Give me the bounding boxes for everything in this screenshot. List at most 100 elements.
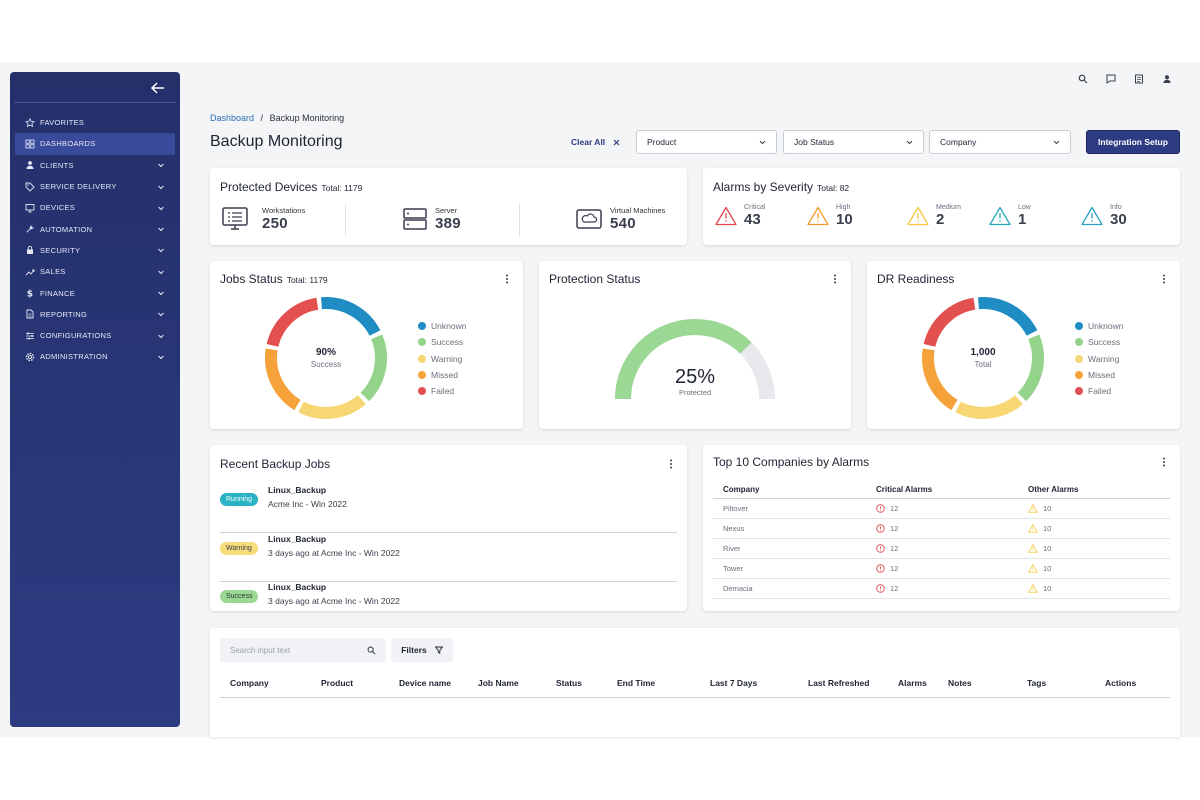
- clear-all-button[interactable]: Clear All: [571, 137, 620, 147]
- column-header-product[interactable]: Product: [321, 678, 354, 688]
- jobs-status-segment-warning[interactable]: [298, 394, 366, 419]
- device-value: 389: [435, 215, 461, 232]
- sidebar-item-automation[interactable]: AUTOMATION: [15, 218, 175, 239]
- clear-all-label: Clear All: [571, 137, 606, 147]
- critical-cell: 12: [866, 564, 1018, 573]
- column-header-tags[interactable]: Tags: [1027, 678, 1047, 688]
- dr-readiness-segment-missed[interactable]: [922, 348, 958, 411]
- dr-readiness-segment-success[interactable]: [1017, 334, 1044, 402]
- server-icon: [403, 208, 427, 230]
- column-header-job-name[interactable]: Job Name: [478, 678, 519, 688]
- jobs-status-segment-success[interactable]: [360, 334, 387, 402]
- sidebar-item-security[interactable]: SECURITY: [15, 240, 175, 261]
- sidebar-item-sales[interactable]: SALES: [15, 261, 175, 282]
- sidebar-item-service-delivery[interactable]: SERVICE DELIVERY: [15, 176, 175, 197]
- document-icon: [26, 309, 34, 319]
- column-header-status[interactable]: Status: [556, 678, 582, 688]
- legend-item[interactable]: Warning: [1075, 351, 1123, 367]
- integration-setup-button[interactable]: Integration Setup: [1086, 130, 1180, 154]
- column-header-actions[interactable]: Actions: [1105, 678, 1137, 688]
- top10-table: Company Critical Alarms Other Alarms Pil…: [713, 481, 1170, 599]
- divider: [345, 204, 346, 236]
- critical-cell: 12: [866, 504, 1018, 513]
- sidebar-item-administration[interactable]: ADMINISTRATION: [15, 346, 175, 367]
- legend-item[interactable]: Failed: [418, 383, 466, 399]
- legend-item[interactable]: Missed: [418, 367, 466, 383]
- legend-label: Warning: [1088, 353, 1120, 364]
- alarms-by-severity-card: Alarms by Severity Total: 82 Critical 43 Hi…: [703, 168, 1180, 245]
- column-header-alarms[interactable]: Alarms: [898, 678, 927, 688]
- sidebar-item-configurations[interactable]: CONFIGURATIONS: [15, 325, 175, 346]
- column-header-company[interactable]: Company: [230, 678, 269, 688]
- back-arrow-icon[interactable]: [150, 80, 166, 96]
- legend-label: Missed: [1088, 370, 1115, 381]
- legend-item[interactable]: Unknown: [1075, 318, 1123, 334]
- dr-readiness-segment-warning[interactable]: [955, 394, 1023, 419]
- column-header-device-name[interactable]: Device name: [399, 678, 451, 688]
- top10-rows: Piltover 12 10 Nexus 12 10 River 12 10 Tower 12 10 D…: [713, 499, 1170, 599]
- user-icon[interactable]: [1162, 74, 1172, 84]
- dr-readiness-segment-unknown[interactable]: [977, 297, 1038, 336]
- more-options-icon[interactable]: [1161, 457, 1167, 467]
- dr-readiness-card: DR Readiness 1,000 Total Unknown Success W…: [867, 261, 1180, 429]
- alert-circle-icon: [876, 524, 885, 533]
- column-header-notes[interactable]: Notes: [948, 678, 972, 688]
- sidebar-item-label: SALES: [40, 267, 66, 277]
- jobs-status-segment-failed[interactable]: [266, 297, 319, 347]
- table-row[interactable]: Demacia 12 10: [713, 579, 1170, 599]
- protected-devices-card: Protected Devices Total: 1179 Workstation…: [210, 168, 687, 245]
- jobs-status-segment-unknown[interactable]: [320, 297, 381, 336]
- more-options-icon[interactable]: [504, 274, 510, 284]
- more-options-icon[interactable]: [832, 274, 838, 284]
- search-input[interactable]: Search input text: [220, 638, 386, 662]
- jobs-status-total: Total: 1179: [286, 275, 328, 285]
- table-row[interactable]: Nexus 12 10: [713, 519, 1170, 539]
- column-header-last-refreshed[interactable]: Last Refreshed: [808, 678, 870, 688]
- chevron-down-icon: [1053, 140, 1060, 144]
- table-row[interactable]: Tower 12 10: [713, 559, 1170, 579]
- jobs-status-segment-missed[interactable]: [265, 348, 301, 411]
- alarm-high: High 10: [807, 204, 853, 228]
- search-icon[interactable]: [1078, 74, 1088, 84]
- product-dropdown[interactable]: Product: [636, 130, 777, 154]
- legend-item[interactable]: Success: [418, 334, 466, 350]
- sidebar-item-devices[interactable]: DEVICES: [15, 197, 175, 218]
- notes-icon[interactable]: [1134, 74, 1144, 84]
- sidebar-item-clients[interactable]: CLIENTS: [15, 155, 175, 176]
- dr-readiness-center: 1,000 Total: [953, 347, 1013, 369]
- legend-label: Failed: [1088, 386, 1112, 397]
- legend-item[interactable]: Warning: [418, 351, 466, 367]
- job-status-dropdown[interactable]: Job Status: [783, 130, 924, 154]
- list-item[interactable]: Warning Linux_Backup 3 days ago at Acme In…: [220, 534, 677, 582]
- chevron-down-icon: [158, 163, 164, 168]
- trend-icon: [25, 269, 35, 276]
- sidebar-item-dashboards[interactable]: DASHBOARDS: [15, 133, 175, 155]
- legend-item[interactable]: Failed: [1075, 383, 1123, 399]
- list-item[interactable]: Success Linux_Backup 3 days ago at Acme In…: [220, 582, 677, 611]
- sidebar-item-favorites[interactable]: FAVORITES: [15, 112, 175, 133]
- table-row[interactable]: Piltover 12 10: [713, 499, 1170, 519]
- workstation-icon: [222, 207, 248, 230]
- legend-label: Success: [1088, 337, 1121, 348]
- table-row[interactable]: River 12 10: [713, 539, 1170, 559]
- warning-triangle-icon: [1028, 564, 1038, 573]
- alarm-value: 1: [1018, 211, 1027, 228]
- legend-item[interactable]: Missed: [1075, 367, 1123, 383]
- legend-item[interactable]: Unknown: [418, 318, 466, 334]
- list-item[interactable]: Running Linux_Backup Acme Inc - Win 2022: [220, 485, 677, 533]
- sidebar-item-finance[interactable]: $ FINANCE: [15, 282, 175, 303]
- critical-cell: 12: [866, 584, 1018, 593]
- more-options-icon[interactable]: [668, 459, 674, 469]
- more-options-icon[interactable]: [1161, 274, 1167, 284]
- divider: [220, 532, 677, 533]
- column-header-last-7-days[interactable]: Last 7 Days: [710, 678, 758, 688]
- search-icon: [367, 646, 376, 654]
- chat-icon[interactable]: [1106, 74, 1116, 84]
- sidebar-item-reporting[interactable]: REPORTING: [15, 304, 175, 325]
- legend-item[interactable]: Success: [1075, 334, 1123, 350]
- dr-readiness-segment-failed[interactable]: [923, 297, 976, 347]
- column-header-end-time[interactable]: End Time: [617, 678, 656, 688]
- filters-button[interactable]: Filters: [391, 638, 453, 662]
- company-dropdown[interactable]: Company: [929, 130, 1071, 154]
- breadcrumb-dashboard-link[interactable]: Dashboard: [210, 113, 255, 123]
